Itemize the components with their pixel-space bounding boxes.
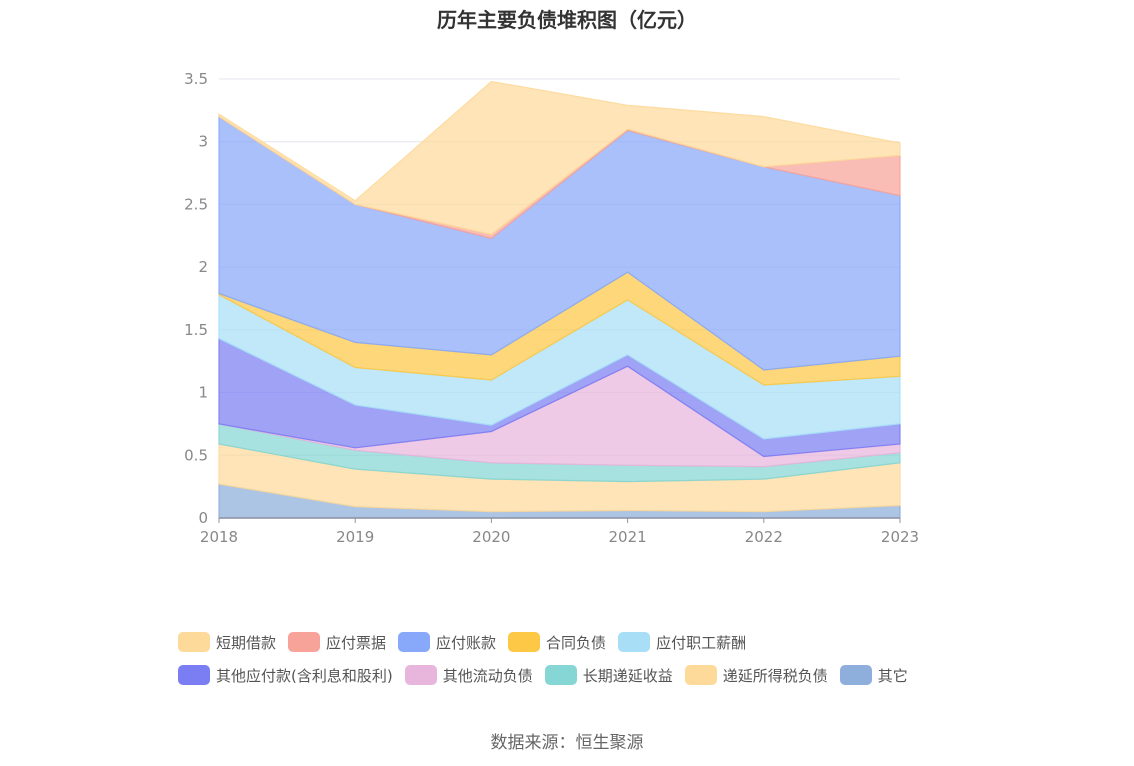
y-tick-label: 3	[198, 133, 208, 151]
legend-label: 短期借款	[216, 633, 277, 652]
legend-item[interactable]: 递延所得税负债	[684, 665, 828, 686]
legend-label: 其他应付款(含利息和股利)	[216, 666, 393, 685]
source-note: 数据来源：恒生聚源	[490, 733, 644, 753]
x-tick-label: 2021	[609, 528, 647, 546]
x-tick-label: 2018	[200, 528, 238, 546]
legend-swatch	[684, 665, 717, 685]
legend-item[interactable]: 其它	[839, 665, 908, 686]
legend-swatch	[618, 632, 651, 652]
legend-item[interactable]: 其他流动负债	[404, 665, 533, 686]
legend-swatch	[178, 665, 210, 685]
x-tick-label: 2022	[745, 528, 783, 546]
legend-item[interactable]: 长期递延收益	[544, 665, 673, 686]
legend-label: 其他流动负债	[442, 666, 533, 685]
stacked-area-chart: 0 0.5 1 1.5 2 2.5 3 3.5 2018 2019 2020 2021 2022 2023	[184, 70, 919, 546]
chart-title: 历年主要负债堆积图（亿元）	[437, 8, 697, 32]
legend-label: 应付账款	[436, 633, 497, 652]
x-tick-label: 2019	[336, 528, 374, 546]
legend-swatch	[839, 665, 872, 685]
y-tick-label: 0	[198, 509, 208, 527]
legend-label: 递延所得税负债	[722, 666, 828, 685]
y-tick-label: 2.5	[184, 195, 208, 213]
legend-swatch	[404, 665, 437, 685]
x-tick-label: 2020	[472, 528, 510, 546]
area-series	[218, 80, 901, 519]
legend-item[interactable]: 应付票据	[288, 632, 386, 653]
legend-swatch	[544, 665, 577, 685]
legend-item[interactable]: 其他应付款(含利息和股利)	[178, 665, 393, 686]
legend-row: 其他应付款(含利息和股利) 其他流动负债 长期递延收益 递延所得税负债 其它	[178, 665, 978, 685]
legend-row: 短期借款 应付票据 应付账款 合同负债 应付职工薪酬	[178, 632, 978, 652]
legend-label: 合同负债	[546, 633, 607, 652]
legend-swatch	[178, 632, 210, 652]
legend-label: 长期递延收益	[582, 666, 673, 685]
legend-swatch	[508, 632, 541, 652]
y-tick-label: 1.5	[184, 321, 208, 339]
legend-item[interactable]: 应付职工薪酬	[618, 632, 746, 653]
legend-item[interactable]: 合同负债	[508, 632, 606, 653]
y-tick-label: 2	[198, 258, 208, 276]
axes: 0 0.5 1 1.5 2 2.5 3 3.5 2018 2019 2020 2021 2022 2023	[184, 70, 919, 546]
area-短期借款	[218, 80, 901, 236]
legend-label: 其它	[877, 666, 908, 685]
legend-swatch	[288, 632, 321, 652]
legend: 短期借款 应付票据 应付账款 合同负债 应付职工薪酬 其他应付款(含利息和股利) 其他流动…	[178, 632, 978, 698]
legend-item[interactable]: 应付账款	[398, 632, 496, 653]
legend-swatch	[398, 632, 431, 652]
legend-item[interactable]: 短期借款	[178, 632, 276, 653]
legend-label: 应付票据	[326, 633, 387, 652]
y-tick-label: 3.5	[184, 70, 208, 88]
x-tick-label: 2023	[881, 528, 919, 546]
legend-label: 应付职工薪酬	[656, 633, 747, 652]
y-tick-label: 0.5	[184, 446, 208, 464]
y-tick-label: 1	[198, 384, 208, 402]
